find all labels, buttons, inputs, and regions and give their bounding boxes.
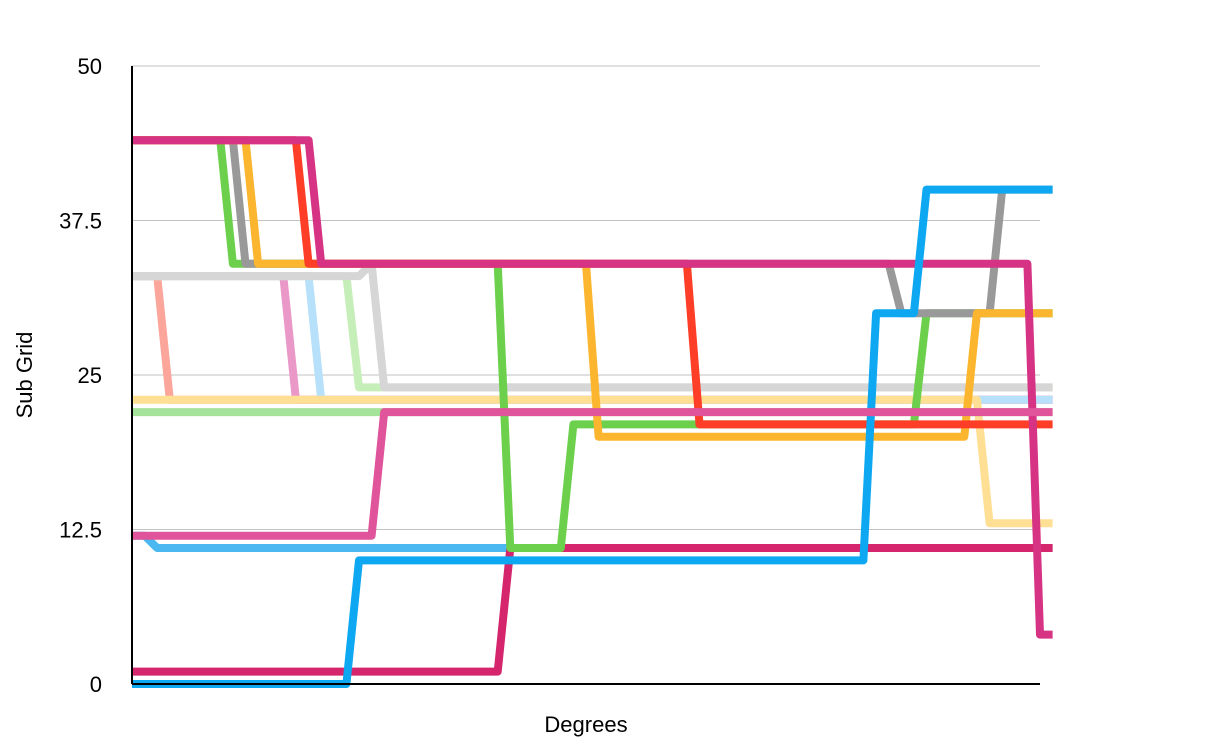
y-tick-label: 25 [78,363,102,388]
series-line-14 [132,136,1053,639]
series-line-2 [132,544,1053,676]
y-tick-label: 12.5 [59,518,102,543]
y-axis-title: Sub Grid [12,332,37,419]
y-tick-label: 50 [78,54,102,79]
y-tick-label: 37.5 [59,209,102,234]
series-line-16 [132,408,1053,540]
y-tick-labels: 0 12.5 25 37.5 50 [59,54,102,697]
series-lines [132,136,1053,688]
series-line-12 [132,136,1053,441]
x-axis-title: Degrees [544,712,627,737]
gridlines [132,65,1040,530]
axes [131,66,1040,685]
y-tick-label: 0 [90,672,102,697]
